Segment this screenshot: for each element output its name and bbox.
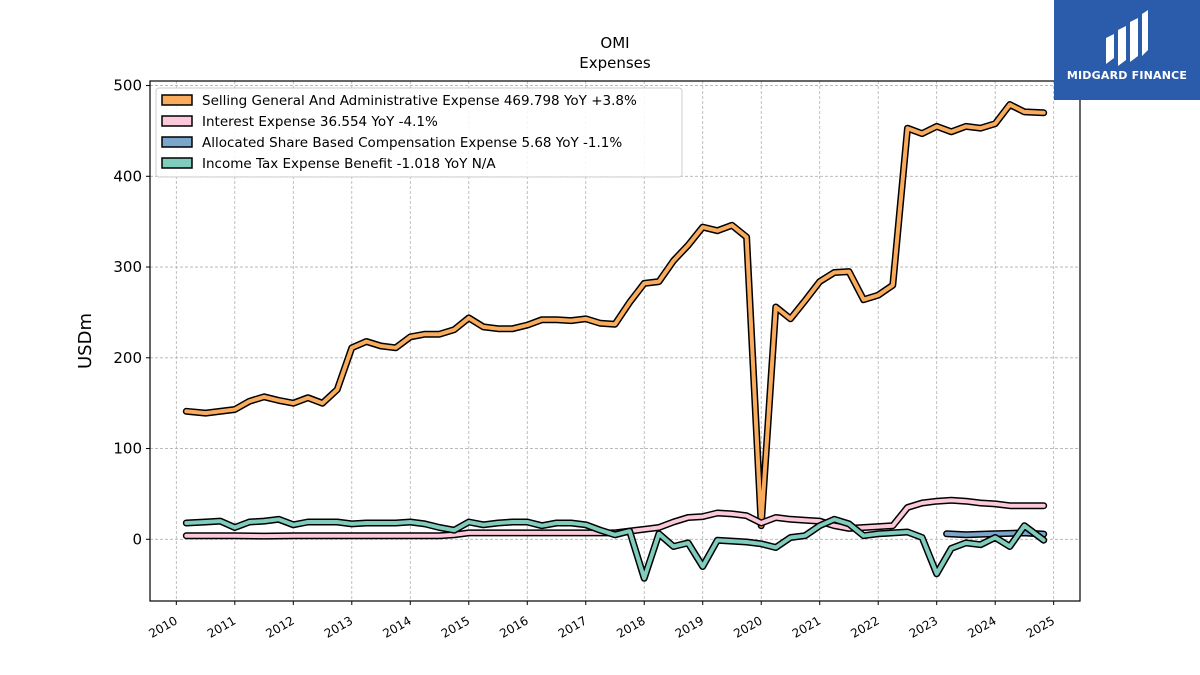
x-tick-label: 2019 [673,613,706,640]
x-tick-label: 2021 [790,613,823,640]
x-tick-label: 2012 [263,613,296,640]
y-tick-label: 300 [113,258,142,276]
brand-name: MIDGARD FINANCE [1066,69,1188,82]
brand-logo-icon [1106,10,1148,66]
legend-box [155,87,683,178]
y-tick-label: 500 [113,77,142,95]
x-tick-label: 2025 [1024,613,1057,640]
y-axis-label: USDm [75,313,96,369]
x-tick-label: 2020 [731,613,764,640]
legend-swatch [161,136,193,148]
legend-swatch [161,157,193,169]
series-line [184,102,1046,528]
x-tick-label: 2010 [146,613,179,640]
chart-title: OMI [600,34,629,52]
y-tick-label: 400 [113,167,142,185]
series-0 [182,101,1048,530]
legend-swatch [161,94,193,106]
y-tick-label: 0 [132,530,142,548]
series-line [944,530,1046,537]
legend-swatch [161,115,193,127]
series-2 [943,529,1048,539]
legend-label: Allocated Share Based Compensation Expen… [202,135,622,151]
series-line-outline [182,515,1048,582]
legend-label: Income Tax Expense Benefit -1.018 YoY N/… [202,156,496,172]
legend: Selling General And Administrative Expen… [155,87,683,178]
series-line [184,517,1046,581]
y-tick-label: 200 [113,349,142,367]
x-tick-label: 2016 [497,613,530,640]
plot-frame [149,80,1081,602]
series-3 [182,515,1048,582]
series-1 [182,496,1048,540]
legend-label: Interest Expense 36.554 YoY -4.1% [202,114,438,130]
legend-label: Selling General And Administrative Expen… [202,93,637,109]
x-tick-label: 2014 [380,613,413,640]
x-tick-label: 2022 [848,613,881,640]
x-tick-label: 2017 [556,613,589,640]
brand-logo: MIDGARD FINANCE [1054,0,1200,100]
series-line [184,498,1046,539]
y-tick-label: 100 [113,440,142,458]
x-tick-label: 2011 [205,613,238,640]
x-tick-label: 2013 [322,613,355,640]
series-layer [182,101,1048,582]
x-tick-label: 2024 [965,613,998,640]
x-tick-label: 2018 [614,613,647,640]
x-tick-label: 2015 [439,613,472,640]
chart-subtitle: Expenses [579,54,651,72]
x-tick-label: 2023 [907,613,940,640]
